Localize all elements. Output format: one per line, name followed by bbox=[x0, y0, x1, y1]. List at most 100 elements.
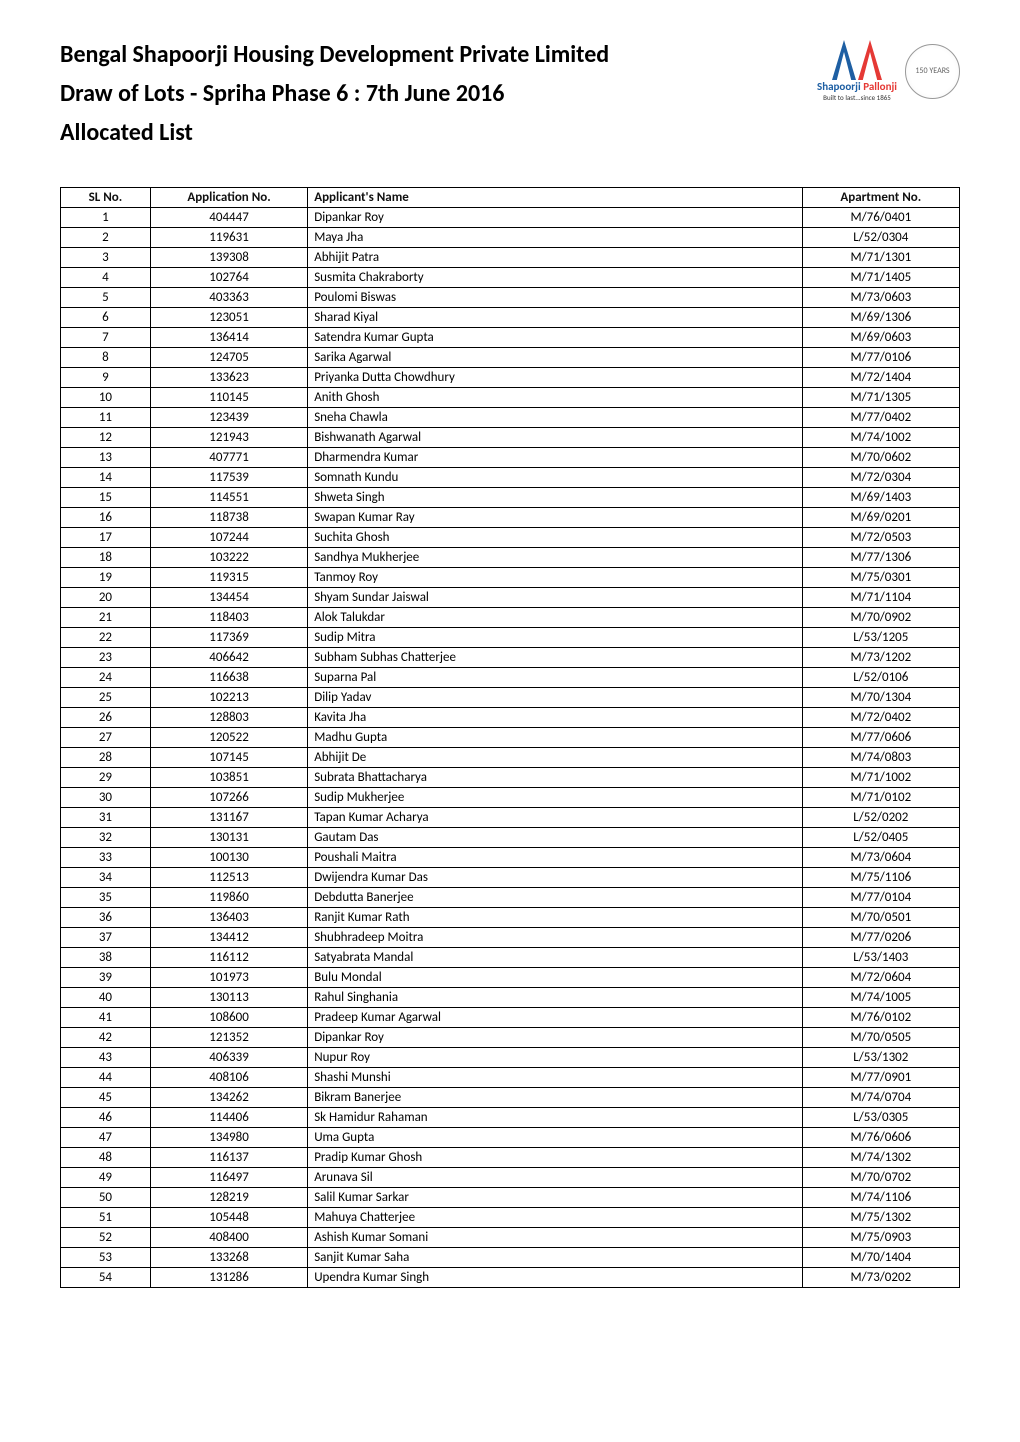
table-row: 7136414Satendra Kumar GuptaM/69/0603 bbox=[61, 328, 960, 348]
table-cell: 38 bbox=[61, 948, 151, 968]
table-cell: M/77/0106 bbox=[802, 348, 959, 368]
table-cell: M/70/0902 bbox=[802, 608, 959, 628]
table-cell: L/52/0106 bbox=[802, 668, 959, 688]
table-cell: M/69/1306 bbox=[802, 308, 959, 328]
table-cell: 407771 bbox=[150, 448, 307, 468]
table-cell: 119315 bbox=[150, 568, 307, 588]
table-cell: 118403 bbox=[150, 608, 307, 628]
table-row: 8124705Sarika AgarwalM/77/0106 bbox=[61, 348, 960, 368]
table-cell: 11 bbox=[61, 408, 151, 428]
page-header: Bengal Shapoorji Housing Development Pri… bbox=[60, 40, 960, 157]
table-cell: 117539 bbox=[150, 468, 307, 488]
table-cell: 121352 bbox=[150, 1028, 307, 1048]
table-cell: 128219 bbox=[150, 1188, 307, 1208]
table-row: 17107244Suchita GhoshM/72/0503 bbox=[61, 528, 960, 548]
table-row: 46114406Sk Hamidur RahamanL/53/0305 bbox=[61, 1108, 960, 1128]
table-cell: 44 bbox=[61, 1068, 151, 1088]
table-cell: M/77/0104 bbox=[802, 888, 959, 908]
table-cell: 101973 bbox=[150, 968, 307, 988]
table-cell: 30 bbox=[61, 788, 151, 808]
sp-icon bbox=[832, 40, 882, 80]
table-cell: 23 bbox=[61, 648, 151, 668]
table-cell: 116137 bbox=[150, 1148, 307, 1168]
table-cell: 408106 bbox=[150, 1068, 307, 1088]
table-cell: Debdutta Banerjee bbox=[308, 888, 802, 908]
table-cell: M/72/0402 bbox=[802, 708, 959, 728]
table-cell: 32 bbox=[61, 828, 151, 848]
table-row: 52408400Ashish Kumar SomaniM/75/0903 bbox=[61, 1228, 960, 1248]
table-row: 42121352Dipankar RoyM/70/0505 bbox=[61, 1028, 960, 1048]
table-cell: M/70/0602 bbox=[802, 448, 959, 468]
table-cell: 54 bbox=[61, 1268, 151, 1288]
table-row: 33100130Poushali MaitraM/73/0604 bbox=[61, 848, 960, 868]
table-cell: L/52/0405 bbox=[802, 828, 959, 848]
table-cell: 103851 bbox=[150, 768, 307, 788]
table-cell: M/70/0505 bbox=[802, 1028, 959, 1048]
table-row: 45134262Bikram BanerjeeM/74/0704 bbox=[61, 1088, 960, 1108]
table-cell: 108600 bbox=[150, 1008, 307, 1028]
table-cell: Nupur Roy bbox=[308, 1048, 802, 1068]
table-cell: Abhijit De bbox=[308, 748, 802, 768]
table-cell: M/71/1305 bbox=[802, 388, 959, 408]
table-cell: M/76/0606 bbox=[802, 1128, 959, 1148]
table-cell: 24 bbox=[61, 668, 151, 688]
table-cell: Mahuya Chatterjee bbox=[308, 1208, 802, 1228]
table-row: 38116112Satyabrata MandalL/53/1403 bbox=[61, 948, 960, 968]
table-cell: 134262 bbox=[150, 1088, 307, 1108]
table-cell: M/69/0603 bbox=[802, 328, 959, 348]
table-row: 14117539Somnath KunduM/72/0304 bbox=[61, 468, 960, 488]
table-cell: 116112 bbox=[150, 948, 307, 968]
table-row: 43406339Nupur RoyL/53/1302 bbox=[61, 1048, 960, 1068]
logo-tagline: Built to last...since 1865 bbox=[823, 93, 891, 102]
event-title: Draw of Lots - Spriha Phase 6 : 7th June… bbox=[60, 79, 609, 108]
table-cell: Shubhradeep Moitra bbox=[308, 928, 802, 948]
table-row: 35119860Debdutta BanerjeeM/77/0104 bbox=[61, 888, 960, 908]
table-cell: M/74/1002 bbox=[802, 428, 959, 448]
table-cell: Alok Talukdar bbox=[308, 608, 802, 628]
table-cell: Dharmendra Kumar bbox=[308, 448, 802, 468]
table-row: 6123051Sharad KiyalM/69/1306 bbox=[61, 308, 960, 328]
table-cell: 139308 bbox=[150, 248, 307, 268]
table-cell: M/70/0501 bbox=[802, 908, 959, 928]
table-cell: 130113 bbox=[150, 988, 307, 1008]
table-cell: 35 bbox=[61, 888, 151, 908]
table-cell: 45 bbox=[61, 1088, 151, 1108]
table-body: 1404447Dipankar RoyM/76/04012119631Maya … bbox=[61, 208, 960, 1288]
table-cell: 8 bbox=[61, 348, 151, 368]
table-cell: 1 bbox=[61, 208, 151, 228]
table-cell: Sharad Kiyal bbox=[308, 308, 802, 328]
table-cell: Pradip Kumar Ghosh bbox=[308, 1148, 802, 1168]
table-cell: Subrata Bhattacharya bbox=[308, 768, 802, 788]
table-cell: Bishwanath Agarwal bbox=[308, 428, 802, 448]
table-cell: M/75/0903 bbox=[802, 1228, 959, 1248]
table-cell: M/74/1302 bbox=[802, 1148, 959, 1168]
table-cell: 110145 bbox=[150, 388, 307, 408]
table-cell: M/69/1403 bbox=[802, 488, 959, 508]
table-row: 15114551Shweta SinghM/69/1403 bbox=[61, 488, 960, 508]
table-cell: 20 bbox=[61, 588, 151, 608]
table-row: 18103222Sandhya MukherjeeM/77/1306 bbox=[61, 548, 960, 568]
table-cell: Poulomi Biswas bbox=[308, 288, 802, 308]
table-cell: 123051 bbox=[150, 308, 307, 328]
list-title: Allocated List bbox=[60, 118, 609, 147]
table-cell: Sarika Agarwal bbox=[308, 348, 802, 368]
table-row: 5403363Poulomi BiswasM/73/0603 bbox=[61, 288, 960, 308]
table-row: 24116638Suparna PalL/52/0106 bbox=[61, 668, 960, 688]
table-cell: 403363 bbox=[150, 288, 307, 308]
table-row: 40130113Rahul SinghaniaM/74/1005 bbox=[61, 988, 960, 1008]
table-header: SL No. Application No. Applicant's Name … bbox=[61, 188, 960, 208]
table-cell: Ashish Kumar Somani bbox=[308, 1228, 802, 1248]
table-row: 4102764Susmita ChakrabortyM/71/1405 bbox=[61, 268, 960, 288]
table-cell: 7 bbox=[61, 328, 151, 348]
table-cell: L/53/0305 bbox=[802, 1108, 959, 1128]
table-cell: Susmita Chakraborty bbox=[308, 268, 802, 288]
table-cell: 406642 bbox=[150, 648, 307, 668]
table-row: 41108600Pradeep Kumar AgarwalM/76/0102 bbox=[61, 1008, 960, 1028]
table-cell: 16 bbox=[61, 508, 151, 528]
table-cell: M/70/1404 bbox=[802, 1248, 959, 1268]
table-cell: 118738 bbox=[150, 508, 307, 528]
table-cell: 25 bbox=[61, 688, 151, 708]
table-cell: 52 bbox=[61, 1228, 151, 1248]
table-row: 2119631Maya JhaL/52/0304 bbox=[61, 228, 960, 248]
table-cell: 114406 bbox=[150, 1108, 307, 1128]
